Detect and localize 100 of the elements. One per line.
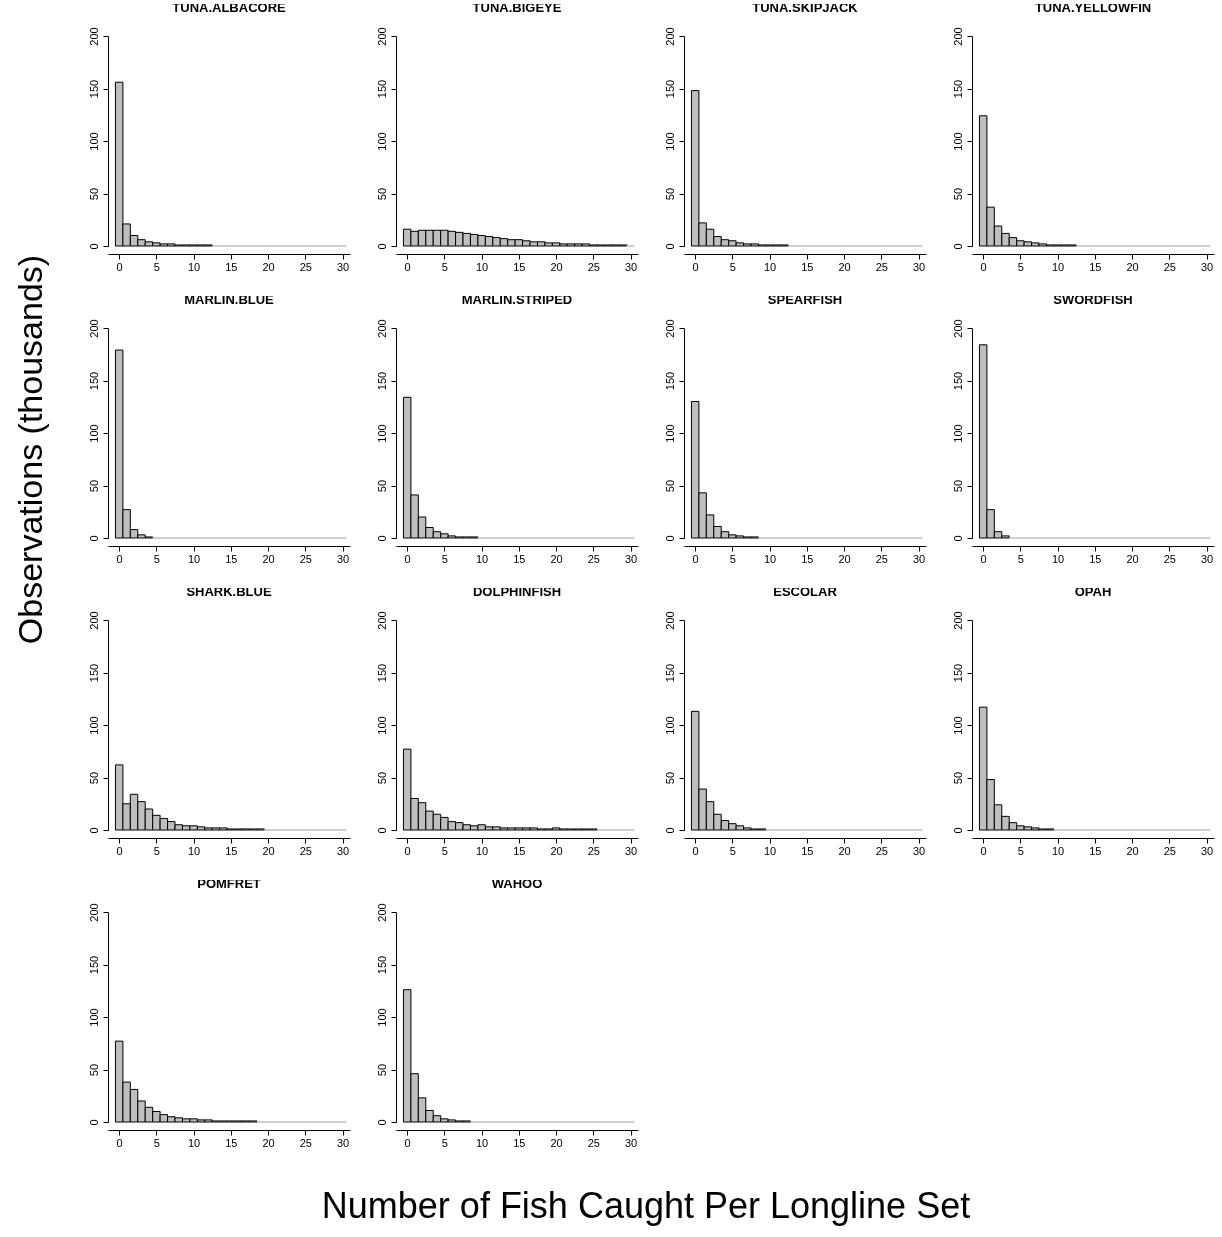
x-tick-label: 10 xyxy=(188,260,201,273)
x-tick-label: 20 xyxy=(838,260,851,273)
y-tick-label: 0 xyxy=(663,535,676,542)
y-tick-label: 200 xyxy=(375,903,388,922)
y-tick-label: 200 xyxy=(375,27,388,46)
y-tick-label: 100 xyxy=(951,424,964,443)
x-tick-label: 20 xyxy=(838,552,851,565)
y-tick-label: 100 xyxy=(375,716,388,735)
x-tick-label: 5 xyxy=(729,552,736,565)
x-tick-label: 15 xyxy=(801,260,814,273)
x-tick-label: 10 xyxy=(188,552,201,565)
y-tick-label: 200 xyxy=(951,319,964,338)
y-tick-label: 50 xyxy=(87,479,100,493)
y-tick-label: 50 xyxy=(375,771,388,785)
x-tick-label: 20 xyxy=(262,260,275,273)
x-tick-label: 30 xyxy=(912,844,926,857)
y-tick-label: 150 xyxy=(951,663,964,683)
x-tick-label: 25 xyxy=(587,844,600,857)
y-tick-label: 100 xyxy=(87,132,100,151)
x-tick-label: 10 xyxy=(476,552,489,565)
x-tick-label: 30 xyxy=(624,1136,638,1149)
x-tick-label: 0 xyxy=(980,552,987,565)
y-tick-label: 100 xyxy=(951,132,964,151)
x-tick-label: 0 xyxy=(692,552,699,565)
x-tick-label: 10 xyxy=(1052,260,1065,273)
y-tick-label: 100 xyxy=(87,424,100,443)
y-tick-label: 150 xyxy=(663,371,676,391)
y-tick-label: 150 xyxy=(87,663,100,683)
x-tick-label: 10 xyxy=(188,1136,201,1149)
y-tick-label: 150 xyxy=(375,955,388,975)
y-tick-label: 150 xyxy=(951,371,964,391)
x-tick-label: 15 xyxy=(225,260,238,273)
x-tick-label: 5 xyxy=(1017,844,1024,857)
y-tick-label: 100 xyxy=(951,716,964,735)
y-tick-label: 150 xyxy=(375,663,388,683)
x-tick-label: 10 xyxy=(188,844,201,857)
x-tick-label: 25 xyxy=(1163,552,1176,565)
y-tick-label: 50 xyxy=(87,1063,100,1077)
x-tick-label: 30 xyxy=(1200,552,1214,565)
y-tick-label: 0 xyxy=(375,827,388,834)
x-tick-label: 30 xyxy=(1200,844,1214,857)
x-tick-label: 15 xyxy=(225,844,238,857)
x-tick-label: 5 xyxy=(153,552,160,565)
y-tick-label: 50 xyxy=(663,187,676,201)
x-tick-label: 0 xyxy=(692,844,699,857)
x-tick-label: 5 xyxy=(153,844,160,857)
x-tick-label: 20 xyxy=(1126,552,1139,565)
x-tick-label: 15 xyxy=(513,260,526,273)
y-tick-label: 50 xyxy=(951,771,964,785)
y-tick-label: 200 xyxy=(663,319,676,338)
x-tick-label: 10 xyxy=(764,844,777,857)
y-tick-label: 100 xyxy=(663,716,676,735)
x-tick-label: 5 xyxy=(441,1136,448,1149)
y-tick-label: 150 xyxy=(663,79,676,99)
x-tick-label: 5 xyxy=(1017,260,1024,273)
x-tick-label: 15 xyxy=(1089,260,1102,273)
y-tick-label: 200 xyxy=(663,611,676,630)
y-tick-label: 0 xyxy=(87,535,100,542)
y-tick-label: 150 xyxy=(375,371,388,391)
y-tick-label: 150 xyxy=(375,79,388,99)
x-tick-label: 30 xyxy=(912,260,926,273)
y-tick-label: 100 xyxy=(375,1008,388,1027)
y-tick-label: 100 xyxy=(375,132,388,151)
x-tick-label: 5 xyxy=(441,844,448,857)
x-tick-label: 10 xyxy=(1052,844,1065,857)
y-tick-label: 50 xyxy=(375,479,388,493)
x-tick-label: 20 xyxy=(262,1136,275,1149)
x-tick-label: 25 xyxy=(587,552,600,565)
y-tick-label: 100 xyxy=(375,424,388,443)
y-tick-label: 0 xyxy=(951,243,964,250)
y-tick-label: 200 xyxy=(87,319,100,338)
x-tick-label: 5 xyxy=(153,260,160,273)
x-tick-label: 0 xyxy=(116,260,123,273)
x-tick-label: 25 xyxy=(875,844,888,857)
y-tick-label: 50 xyxy=(87,187,100,201)
x-tick-label: 20 xyxy=(1126,844,1139,857)
x-tick-label: 25 xyxy=(299,1136,312,1149)
y-tick-label: 100 xyxy=(87,1008,100,1027)
y-tick-label: 150 xyxy=(87,955,100,975)
y-axis-title: Observations (thousands) xyxy=(10,253,50,647)
x-tick-label: 20 xyxy=(550,552,563,565)
x-tick-label: 25 xyxy=(587,260,600,273)
x-tick-label: 0 xyxy=(692,260,699,273)
y-tick-label: 0 xyxy=(87,1119,100,1126)
y-tick-label: 0 xyxy=(663,827,676,834)
x-tick-label: 0 xyxy=(980,844,987,857)
y-tick-label: 200 xyxy=(663,27,676,46)
x-axis-title: Number of Fish Caught Per Longline Set xyxy=(320,1185,972,1227)
x-tick-label: 30 xyxy=(1200,260,1214,273)
y-tick-label: 200 xyxy=(951,27,964,46)
x-tick-label: 25 xyxy=(299,844,312,857)
x-tick-label: 5 xyxy=(441,260,448,273)
x-tick-label: 20 xyxy=(838,844,851,857)
x-tick-label: 30 xyxy=(912,552,926,565)
x-tick-label: 20 xyxy=(550,1136,563,1149)
x-tick-label: 10 xyxy=(1052,552,1065,565)
x-tick-label: 5 xyxy=(729,260,736,273)
x-tick-label: 15 xyxy=(513,552,526,565)
y-tick-label: 50 xyxy=(375,1063,388,1077)
x-tick-label: 25 xyxy=(1163,260,1176,273)
